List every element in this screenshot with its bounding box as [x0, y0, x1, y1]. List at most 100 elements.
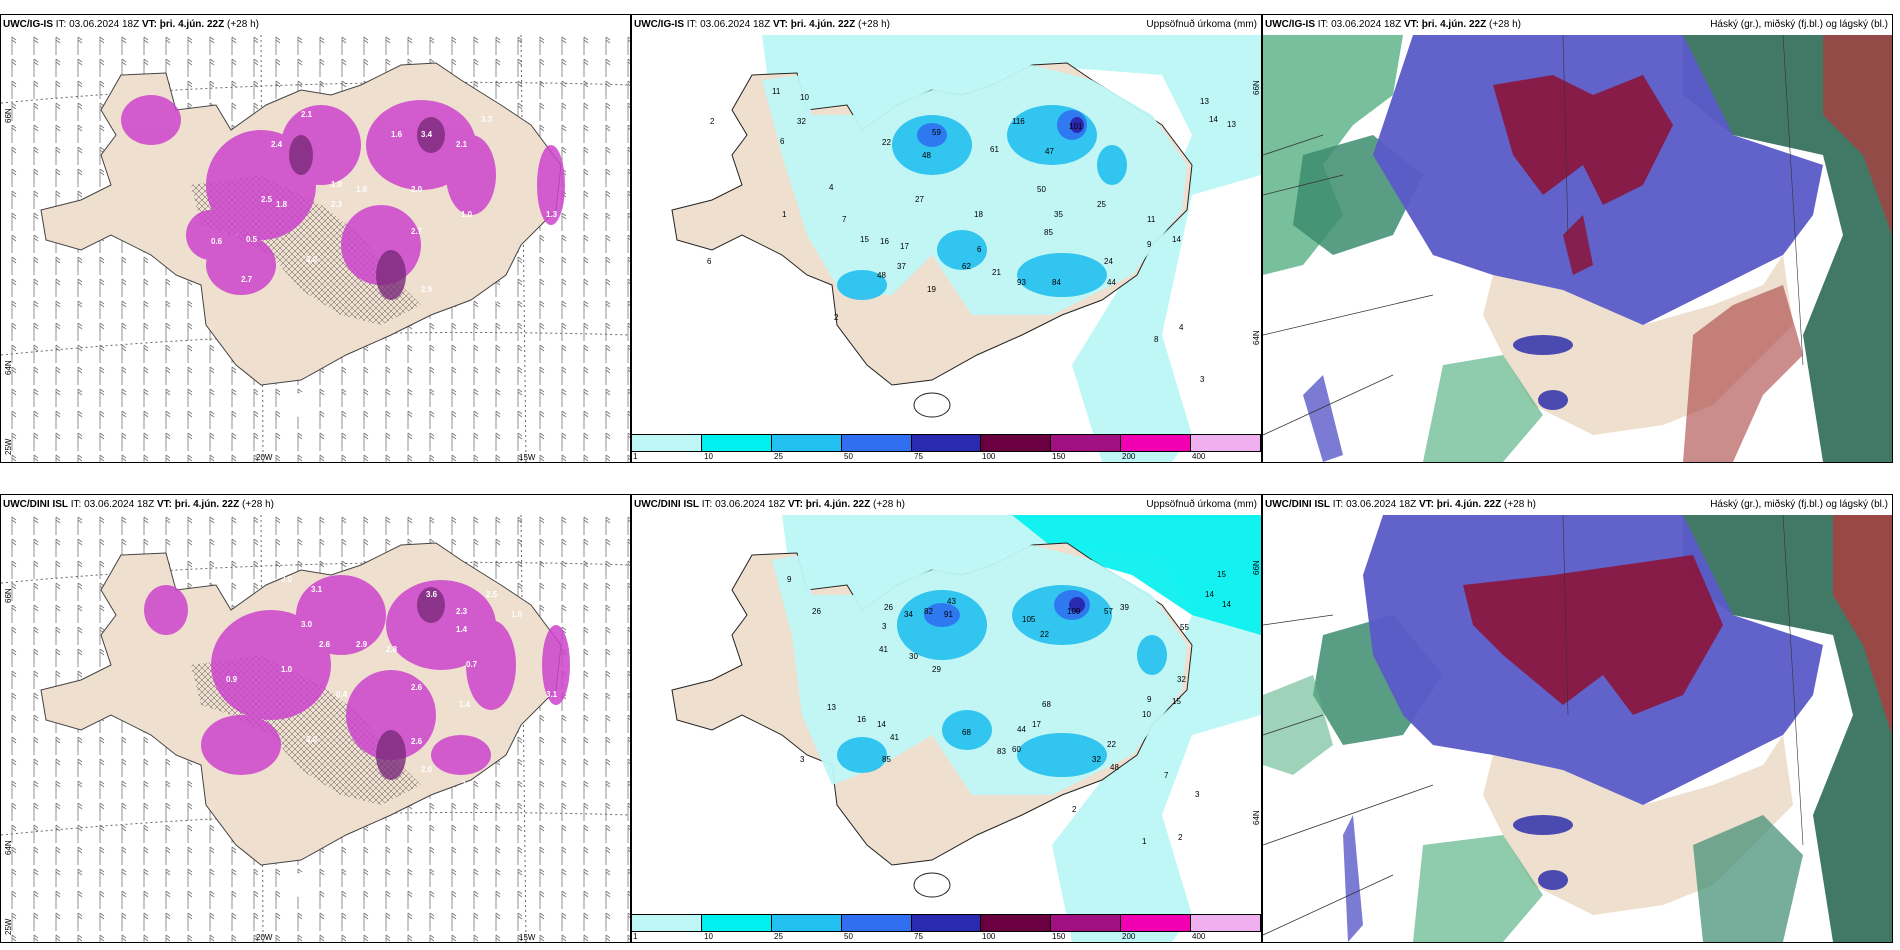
colorbar-tick: 1 — [633, 932, 638, 941]
colorbar-swatch — [1121, 915, 1192, 931]
colorbar-tick: 100 — [982, 452, 996, 461]
precip-value: 91 — [944, 610, 953, 619]
precip-map-svg — [671, 35, 1261, 462]
lon-label-25w: 25W — [4, 918, 13, 935]
model-name: UWC/IG-IS — [1265, 19, 1315, 30]
precip-value: 6 — [707, 257, 712, 266]
precip-value: 4 — [1179, 323, 1184, 332]
snow-value: 1.4 — [456, 625, 468, 634]
snow-value: 0.5 — [246, 235, 258, 244]
colorbar-swatch — [1051, 435, 1122, 451]
precip-value: 57 — [1104, 607, 1113, 616]
it-label: IT: — [1317, 19, 1329, 30]
colorbar-tick: 50 — [844, 932, 853, 941]
precip-value: 2 — [1178, 833, 1183, 842]
precip-value: 34 — [904, 610, 913, 619]
colorbar-swatch — [771, 915, 842, 931]
snow-value: 3.0 — [301, 620, 313, 629]
it-value: 03.06.2024 18Z — [1346, 499, 1417, 510]
it-label: IT: — [70, 499, 82, 510]
precip-value: 55 — [1180, 623, 1189, 632]
precip-value: 109 — [1067, 607, 1081, 616]
snow-value: 2.6 — [319, 640, 331, 649]
snow-value: 0.6 — [211, 237, 223, 246]
lead-time: (+28 h) — [242, 499, 274, 510]
precip-value: 4 — [829, 183, 834, 192]
precip-value: 32 — [1092, 755, 1101, 764]
precip-value: 13 — [1200, 97, 1209, 106]
precip-value: 2 — [1072, 805, 1077, 814]
lead-time: (+28 h) — [858, 19, 890, 30]
vt-label: VT: þri. 4.jún. 22Z — [1403, 19, 1487, 30]
lon-label-15w: 15W — [519, 933, 536, 942]
precip-panel-top: UWC/IG-IS IT: 03.06.2024 18Z VT: þri. 4.… — [631, 14, 1262, 463]
snow-value: 3.4 — [421, 130, 433, 139]
colorbar-swatch — [1191, 915, 1261, 931]
snow-value: 3.1 — [311, 585, 323, 594]
precip-value: 10 — [800, 93, 809, 102]
map-area — [1263, 34, 1892, 462]
lon-label-20w: 20W — [256, 933, 273, 942]
precip-value: 84 — [1052, 278, 1061, 287]
map-area: 11 10 32 2 6 13 14 13 22 59 116 101 48 6… — [632, 35, 1261, 462]
lat-label-64n: 64N — [1252, 810, 1261, 825]
precip-value: 6 — [780, 137, 785, 146]
snow-value: 1.6 — [356, 185, 368, 194]
snow-wind-panel-bottom: UWC/DINI ISL IT: 03.06.2024 18Z VT: þri.… — [0, 494, 631, 943]
snow-value: 2.9 — [356, 640, 368, 649]
panel-header: UWC/DINI ISL IT: 03.06.2024 18Z VT: þri.… — [1, 495, 630, 515]
map-area: 3.0 3.1 3.6 2.5 2.3 1.4 2.6 2.9 3.0 0.7 … — [1, 514, 630, 942]
snow-value: 1.6 — [391, 130, 403, 139]
panel-header: UWC/IG-IS IT: 03.06.2024 18Z VT: þri. 4.… — [632, 15, 1261, 35]
precip-value: 41 — [879, 645, 888, 654]
precip-value: 47 — [1045, 147, 1054, 156]
it-label: IT: — [55, 19, 67, 30]
it-value: 03.06.2024 18Z — [700, 19, 771, 30]
it-label: IT: — [701, 499, 713, 510]
snow-value: 1.8 — [276, 200, 288, 209]
model-name: UWC/IG-IS — [3, 19, 53, 30]
precip-value: 41 — [890, 733, 899, 742]
precip-value: 9 — [787, 575, 792, 584]
precip-value: 43 — [947, 597, 956, 606]
precip-value: 27 — [915, 195, 924, 204]
lat-label-66n: 66N — [4, 108, 13, 123]
precip-value: 105 — [1022, 615, 1036, 624]
snow-value: 3.2 — [211, 97, 223, 106]
precip-value: 32 — [797, 117, 806, 126]
snow-value: 2.0 — [421, 765, 433, 774]
it-label: IT: — [1332, 499, 1344, 510]
precip-value: 11 — [1147, 215, 1156, 224]
colorbar-tick: 150 — [1052, 452, 1066, 461]
lat-label-66n: 66N — [4, 588, 13, 603]
colorbar-swatch — [701, 435, 772, 451]
precip-value: 60 — [1012, 745, 1021, 754]
precip-value: 18 — [974, 210, 983, 219]
precip-value: 13 — [827, 703, 836, 712]
map-area: 9 26 3 26 34 43 82 91 105 109 57 39 15 1… — [632, 515, 1261, 942]
snow-wind-panel-top: UWC/IG-IS IT: 03.06.2024 18Z VT: þri. 4.… — [0, 14, 631, 463]
snow-value: 2.0 — [411, 185, 423, 194]
precip-value: 25 — [1097, 200, 1106, 209]
snow-value: 1.0 — [461, 210, 473, 219]
colorbar-swatch — [981, 435, 1052, 451]
snow-value: 2.5 — [486, 590, 498, 599]
lead-time: (+28 h) — [1504, 499, 1536, 510]
snow-value: 2.6 — [411, 683, 423, 692]
snow-value: 2.9 — [421, 285, 433, 294]
lead-time: (+28 h) — [873, 499, 905, 510]
lat-label-64n: 64N — [4, 360, 13, 375]
snow-value: 0.9 — [226, 675, 238, 684]
vt-label: VT: þri. 4.jún. 22Z — [787, 499, 871, 510]
it-value: 03.06.2024 18Z — [69, 19, 140, 30]
precip-value: 68 — [1042, 700, 1051, 709]
cloud-panel-bottom: UWC/DINI ISL IT: 03.06.2024 18Z VT: þri.… — [1262, 494, 1893, 943]
it-value: 03.06.2024 18Z — [1331, 19, 1402, 30]
snow-value: 0.4 — [336, 690, 348, 699]
precip-value: 14 — [1172, 235, 1181, 244]
precip-value: 15 — [1172, 697, 1181, 706]
colorbar-swatch — [701, 915, 772, 931]
precip-value: 62 — [962, 262, 971, 271]
precip-value: 82 — [924, 607, 933, 616]
panel-header: UWC/IG-IS IT: 03.06.2024 18Z VT: þri. 4.… — [1263, 15, 1892, 35]
